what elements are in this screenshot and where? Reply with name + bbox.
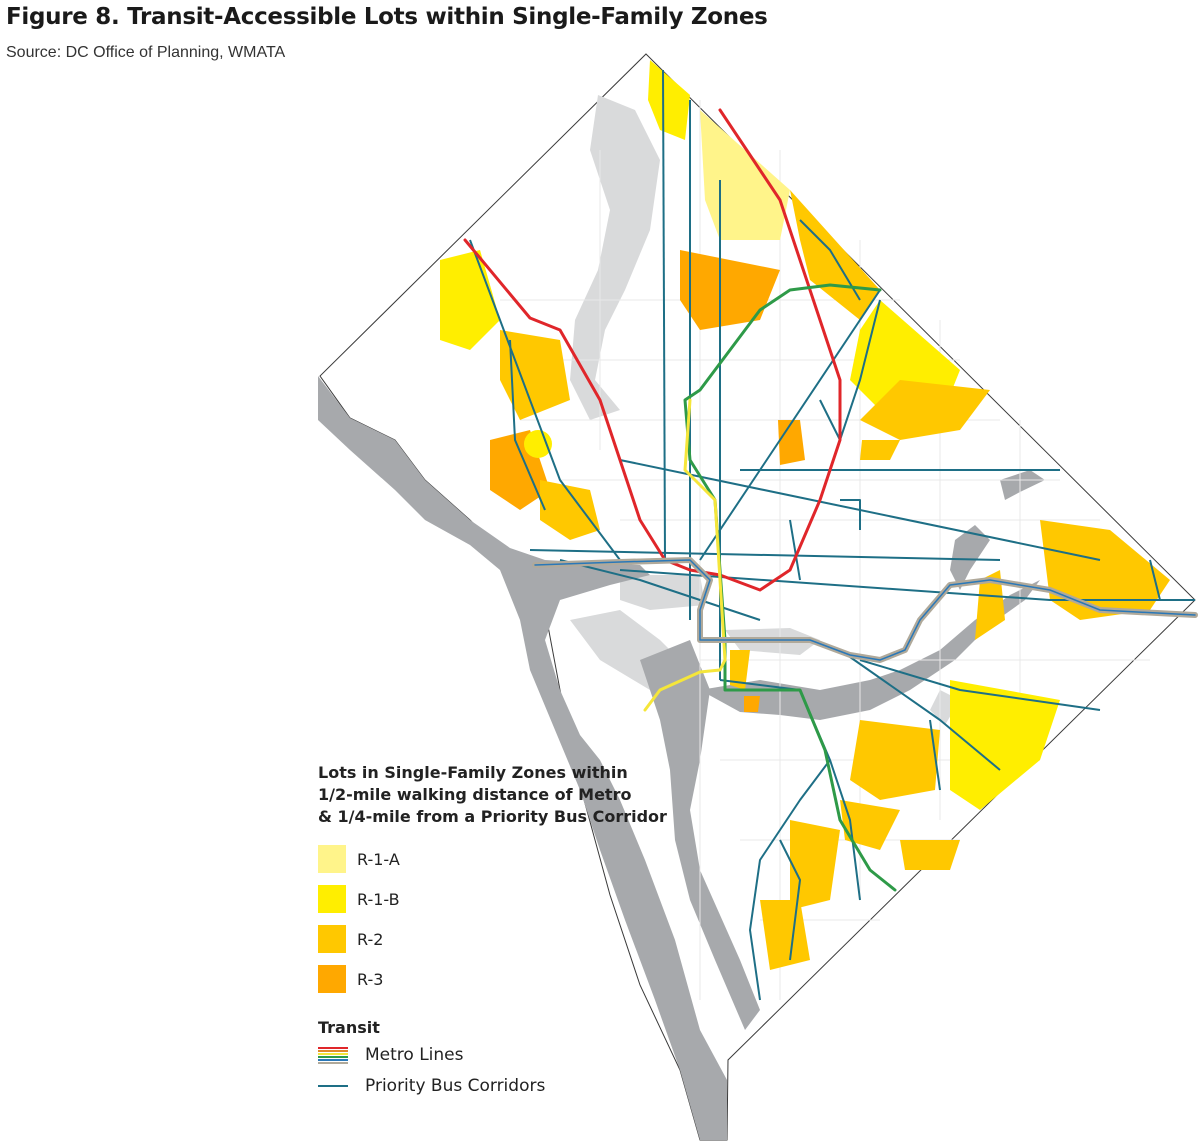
water-layer [318,376,1045,1140]
swatch-r3 [318,965,346,993]
legend-heading-line-3: & 1/4-mile from a Priority Bus Corridor [318,807,667,826]
metro-lines-icon [318,1047,348,1064]
metro-lines-label: Metro Lines [365,1045,464,1065]
legend-item-r1a: R-1-A [318,844,658,874]
swatch-r2 [318,925,346,953]
zone-label: R-1-B [357,889,400,909]
zone-label: R-3 [357,969,384,989]
transit-heading: Transit [318,1018,380,1037]
legend-item-metro: Metro Lines [318,1042,658,1068]
swatch-r1a [318,845,346,873]
map-legend: Lots in Single-Family Zones within 1/2-m… [318,762,667,1099]
figure-title: Figure 8. Transit-Accessible Lots within… [6,4,768,30]
zone-label: R-1-A [357,849,400,869]
metro-lines [463,108,1198,892]
legend-heading-line-1: Lots in Single-Family Zones within [318,763,628,782]
legend-item-r3: R-3 [318,964,658,994]
bus-corridor-icon [318,1085,348,1087]
legend-heading: Lots in Single-Family Zones within 1/2-m… [318,762,667,828]
figure-source: Source: DC Office of Planning, WMATA [6,44,286,61]
swatch-r1b [318,885,346,913]
legend-item-bus: Priority Bus Corridors [318,1073,658,1099]
metro-red-line [463,108,842,592]
zone-label: R-2 [357,929,384,949]
bus-corridors-label: Priority Bus Corridors [365,1076,546,1096]
metro-yellow-line [643,398,727,712]
legend-item-r1b: R-1-B [318,884,658,914]
zone-list: R-1-A R-1-B R-2 R-3 [318,844,658,994]
legend-item-r2: R-2 [318,924,658,954]
legend-heading-line-2: 1/2-mile walking distance of Metro [318,785,632,804]
